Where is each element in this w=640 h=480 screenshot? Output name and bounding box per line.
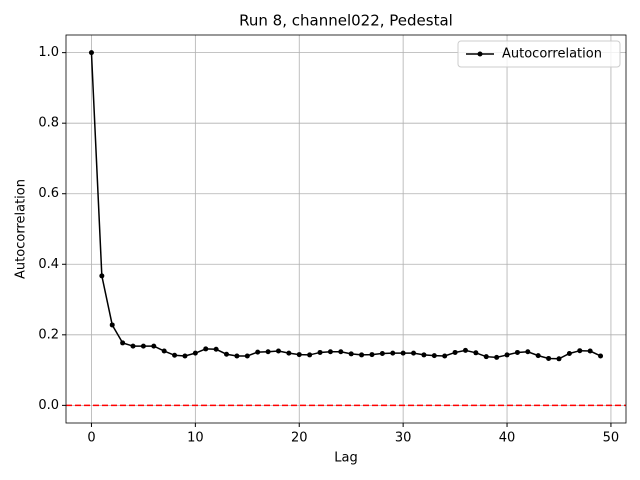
data-point — [203, 346, 209, 352]
y-tick-label: 1.0 — [38, 45, 59, 60]
data-point — [172, 352, 178, 358]
y-tick-label: 0.8 — [38, 116, 59, 131]
data-point — [120, 340, 126, 346]
data-point — [431, 353, 437, 359]
data-point — [462, 347, 468, 353]
data-point — [161, 348, 167, 354]
data-point — [265, 349, 271, 355]
data-point — [473, 350, 479, 356]
data-point — [566, 351, 572, 357]
data-point — [504, 352, 510, 358]
data-point — [286, 350, 292, 356]
x-tick-label: 30 — [395, 431, 412, 446]
data-point — [151, 343, 157, 349]
x-tick-label: 10 — [187, 431, 204, 446]
data-point — [598, 353, 604, 359]
data-point — [525, 349, 531, 355]
data-point — [255, 349, 261, 355]
legend-box — [457, 40, 621, 68]
data-point — [88, 50, 94, 56]
data-point — [192, 350, 198, 356]
data-point — [338, 349, 344, 355]
data-point — [587, 348, 593, 354]
plot-frame — [65, 34, 627, 424]
data-point — [400, 350, 406, 356]
data-point — [390, 350, 396, 356]
y-tick-label: 0.0 — [38, 398, 59, 413]
data-point — [535, 353, 541, 359]
data-point — [577, 348, 583, 354]
y-tick-label: 0.2 — [38, 327, 59, 342]
data-point — [109, 322, 115, 328]
data-point — [224, 351, 230, 357]
y-tick-label: 0.6 — [38, 186, 59, 201]
data-point — [369, 352, 375, 358]
x-tick-label: 20 — [291, 431, 308, 446]
data-point — [213, 346, 219, 352]
data-point — [411, 350, 417, 356]
data-point — [182, 353, 188, 359]
data-point — [421, 352, 427, 358]
data-point — [494, 354, 500, 360]
data-point — [348, 351, 354, 357]
data-point — [275, 348, 281, 354]
data-point — [379, 351, 385, 357]
data-point — [452, 349, 458, 355]
data-point — [296, 352, 302, 358]
data-point — [327, 349, 333, 355]
x-tick-label: 40 — [499, 431, 516, 446]
data-point — [514, 349, 520, 355]
legend-label: Autocorrelation — [502, 47, 602, 62]
x-axis-label: Lag — [334, 451, 357, 466]
data-point — [307, 352, 313, 358]
data-point — [99, 273, 105, 279]
data-point — [442, 353, 448, 359]
data-point — [130, 343, 136, 349]
y-axis-label: Autocorrelation — [14, 179, 29, 279]
data-point — [546, 355, 552, 361]
data-point — [483, 354, 489, 360]
data-point — [556, 356, 562, 362]
data-point — [140, 343, 146, 349]
x-tick-label: 50 — [603, 431, 620, 446]
y-tick-label: 0.4 — [38, 257, 59, 272]
data-point — [234, 353, 240, 359]
chart-title: Run 8, channel022, Pedestal — [239, 12, 453, 30]
legend-marker — [477, 51, 483, 57]
data-point — [317, 349, 323, 355]
data-point — [244, 353, 250, 359]
x-tick-label: 0 — [87, 431, 95, 446]
data-point — [359, 352, 365, 358]
